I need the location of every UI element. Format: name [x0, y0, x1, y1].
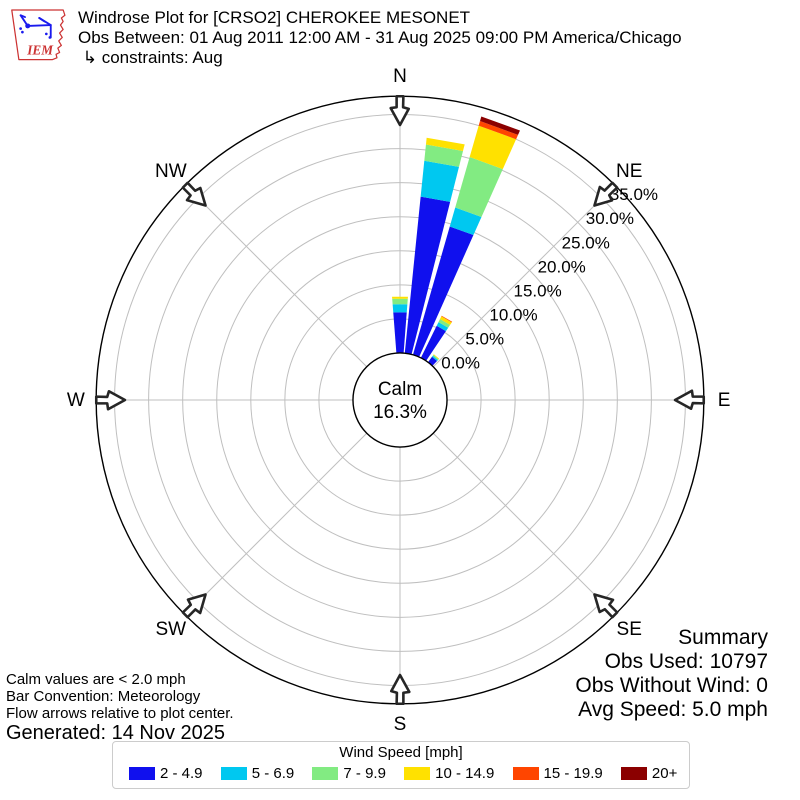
svg-text:E: E: [718, 390, 731, 411]
svg-text:S: S: [394, 714, 407, 735]
svg-text:W: W: [67, 390, 85, 411]
svg-text:N: N: [393, 66, 407, 87]
svg-text:10.0%: 10.0%: [489, 306, 537, 325]
svg-text:25.0%: 25.0%: [562, 233, 610, 252]
svg-text:NW: NW: [155, 161, 187, 182]
svg-text:NE: NE: [616, 161, 642, 182]
svg-text:SW: SW: [155, 619, 186, 640]
svg-text:Calm: Calm: [378, 379, 422, 400]
svg-text:16.3%: 16.3%: [373, 402, 427, 423]
svg-text:0.0%: 0.0%: [441, 354, 480, 373]
svg-text:20.0%: 20.0%: [538, 257, 586, 276]
svg-text:15.0%: 15.0%: [514, 281, 562, 300]
svg-text:5.0%: 5.0%: [465, 330, 504, 349]
svg-text:30.0%: 30.0%: [586, 209, 634, 228]
